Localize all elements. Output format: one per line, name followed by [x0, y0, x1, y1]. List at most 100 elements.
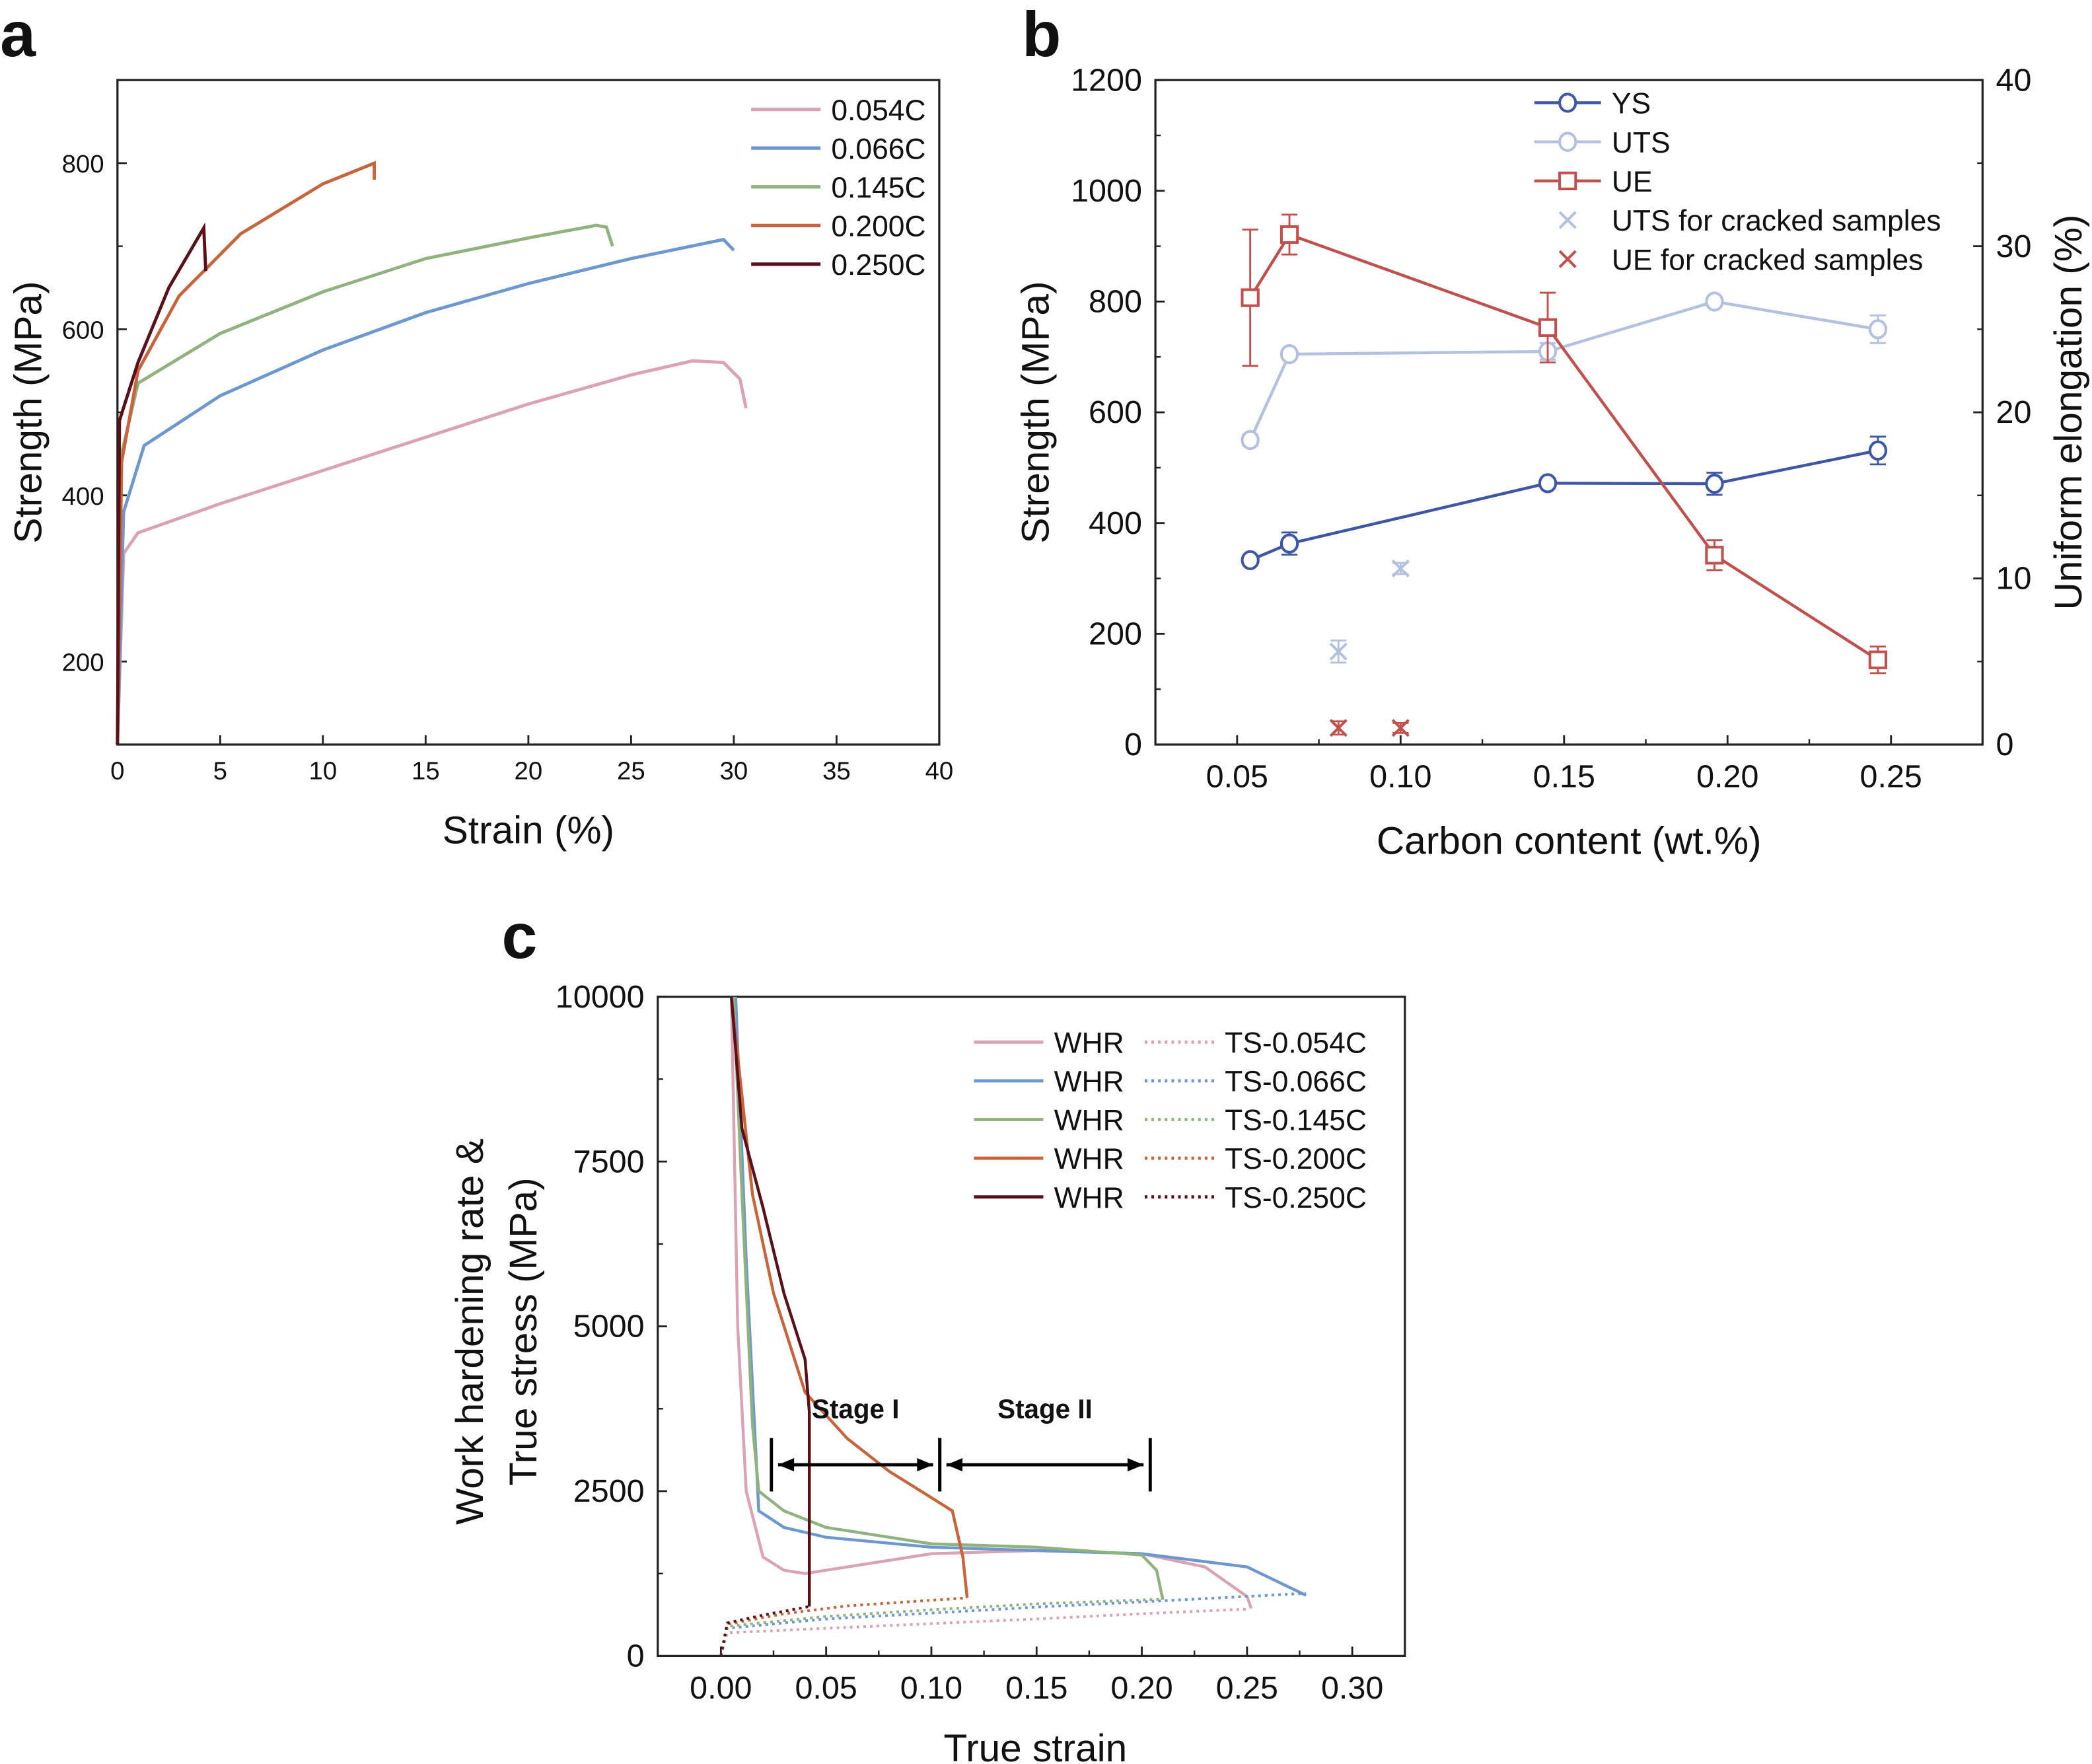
y-axis-label-left: Strength (MPa) — [1015, 281, 1058, 544]
data-point — [1391, 719, 1410, 737]
legend-label: WHR — [1054, 1027, 1124, 1060]
legend-label: WHR — [1054, 1105, 1124, 1137]
y-tick-label: 200 — [1089, 616, 1142, 651]
y-tick-label: 0 — [627, 1638, 645, 1674]
x-tick-label: 0 — [110, 756, 124, 785]
y-tick-label: 400 — [1089, 505, 1142, 541]
panel-c: 0.00 0.05 0.10 0.15 0.20 0.25 0.30 0 2500 5000 750… — [449, 900, 1406, 1764]
legend-label: WHR — [1054, 1182, 1124, 1214]
series-line-TS-0.145C — [719, 1598, 1163, 1656]
y-tick-label: 200 — [62, 648, 104, 677]
series-line-WHR — [732, 996, 1165, 1601]
data-point — [1329, 642, 1348, 661]
legend-label: UTS — [1612, 127, 1671, 159]
data-point — [1241, 429, 1260, 451]
y-tick-label: 7500 — [573, 1144, 645, 1179]
series-line-YS — [1249, 449, 1879, 562]
data-point — [1280, 533, 1299, 554]
data-point — [1241, 288, 1260, 307]
x-tick-label: 0.25 — [1216, 1670, 1278, 1706]
x-axis-label: True strain — [943, 1727, 1127, 1764]
data-point — [1705, 474, 1724, 494]
y-tick-label: 0 — [1124, 727, 1142, 762]
x-axis-label: Carbon content (wt.%) — [1377, 820, 1762, 863]
panel-label: c — [501, 900, 537, 972]
legend-label: TS-0.145C — [1225, 1105, 1367, 1137]
data-point — [1329, 719, 1348, 737]
y-tick-label: 600 — [62, 316, 104, 344]
legend-label: 0.200C — [831, 210, 925, 242]
legend-label: UTS for cracked samples — [1612, 205, 1941, 237]
panel-label: b — [1022, 0, 1061, 70]
x-tick-label: 0.00 — [690, 1670, 752, 1706]
x-tick-label: 30 — [720, 756, 748, 785]
data-point — [1868, 319, 1888, 340]
legend-label: WHR — [1054, 1143, 1124, 1175]
legend-label: TS-0.054C — [1225, 1027, 1367, 1060]
x-tick-label: 35 — [822, 756, 851, 785]
y-tick-label: 2500 — [573, 1473, 645, 1509]
panel-b: 0.05 0.10 0.15 0.20 0.2502004006008001000120… — [1015, 0, 2090, 863]
data-point — [1705, 291, 1724, 312]
legend-label: WHR — [1054, 1066, 1124, 1098]
series-line-0.250C — [116, 222, 207, 745]
series-line-0.054C — [116, 359, 748, 745]
y-tick-label: 600 — [1089, 394, 1142, 430]
x-tick-label: 0.25 — [1860, 759, 1922, 795]
x-tick-label: 0.15 — [1005, 1670, 1067, 1706]
legend-label: TS-0.066C — [1225, 1066, 1367, 1098]
y-right-tick-label: 20 — [1996, 394, 2032, 430]
legend-label: TS-0.250C — [1225, 1182, 1367, 1214]
x-tick-label: 20 — [515, 756, 543, 785]
legend-label: TS-0.200C — [1225, 1143, 1367, 1175]
y-right-tick-label: 10 — [1996, 561, 2032, 597]
x-tick-label: 15 — [412, 756, 440, 785]
x-tick-label: 0.10 — [1369, 759, 1431, 795]
panel-a: 0 5 10 15 20 25 30 35 40 200 400 600 800 a Strain (%) S… — [0, 0, 953, 852]
data-point — [1538, 318, 1558, 337]
x-tick-label: 25 — [617, 756, 645, 785]
data-point — [1280, 225, 1299, 244]
series-line-UE — [1248, 233, 1879, 661]
stage-label: Stage I — [812, 1393, 899, 1424]
y-axis-label: Strength (MPa) — [7, 281, 50, 544]
series-line-0.066C — [116, 237, 735, 745]
y-tick-label: 800 — [1089, 284, 1142, 320]
series-line-UTS — [1248, 300, 1879, 441]
y-tick-label: 5000 — [573, 1309, 645, 1344]
legend-label: 0.054C — [831, 94, 925, 127]
y-axis-label-line-2: True stress (MPa) — [502, 1177, 545, 1485]
legend-label: UE for cracked samples — [1612, 244, 1924, 276]
arrow-head — [777, 1457, 933, 1472]
x-tick-label: 0.20 — [1696, 759, 1758, 795]
data-point — [1868, 650, 1888, 669]
legend-marker — [1558, 171, 1577, 191]
y-right-tick-label: 0 — [1996, 727, 2014, 762]
y-tick-label: 1000 — [1071, 173, 1142, 209]
legend-marker — [1558, 211, 1577, 229]
data-point — [1280, 344, 1299, 365]
y-tick-label: 1200 — [1071, 62, 1142, 98]
x-tick-label: 0.30 — [1321, 1670, 1383, 1706]
legend-label: YS — [1612, 88, 1651, 120]
plot-frame — [116, 79, 941, 746]
x-tick-label: 10 — [309, 756, 338, 785]
legend-label: 0.145C — [831, 172, 925, 204]
legend-marker — [1558, 131, 1577, 152]
series-line-WHR — [734, 996, 1307, 1597]
y-tick-label: 800 — [62, 150, 104, 178]
series-line-0.145C — [116, 223, 614, 745]
stage-label: Stage II — [997, 1393, 1093, 1424]
x-tick-label: 0.10 — [900, 1670, 962, 1706]
x-tick-label: 0.20 — [1110, 1670, 1172, 1706]
y-tick-label: 400 — [62, 482, 104, 511]
y-right-tick-label: 30 — [1996, 229, 2032, 264]
series-line-TS-0.250C — [719, 1605, 810, 1656]
x-axis-label: Strain (%) — [443, 809, 614, 852]
panel-label: a — [0, 0, 36, 70]
y-right-tick-label: 40 — [1996, 62, 2032, 98]
legend-label: UE — [1612, 166, 1653, 198]
data-point — [1705, 546, 1724, 565]
x-tick-label: 5 — [213, 756, 227, 785]
